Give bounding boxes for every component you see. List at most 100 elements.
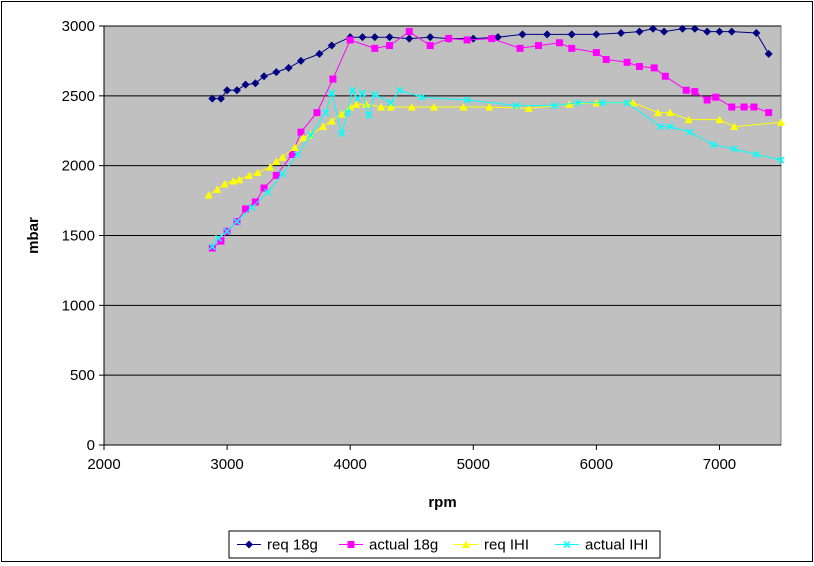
data-point <box>469 34 478 43</box>
data-point <box>346 36 354 44</box>
data-point <box>623 99 631 107</box>
data-point <box>253 168 262 177</box>
data-point <box>623 58 631 66</box>
data-point <box>703 96 711 104</box>
data-point <box>358 33 367 42</box>
legend-item-3: actual IHI <box>555 537 648 554</box>
data-point <box>715 27 724 36</box>
data-point <box>328 89 336 97</box>
data-point <box>691 88 699 96</box>
data-point <box>426 33 435 42</box>
data-point <box>635 27 644 36</box>
axes-layer: 0 500 1000 1500 2000 2500 3000 2000 3000 4000 5000… <box>62 18 781 473</box>
data-point <box>362 100 371 108</box>
data-point <box>661 72 669 80</box>
y-axis-label: mbar <box>25 217 42 254</box>
data-point <box>327 116 336 125</box>
data-point <box>229 177 238 185</box>
series-layer <box>204 24 785 252</box>
legend-label: actual 18g <box>369 537 438 554</box>
data-point <box>555 39 563 47</box>
data-point <box>216 94 225 103</box>
data-point <box>512 102 520 110</box>
data-point <box>327 41 336 50</box>
data-point <box>728 103 736 111</box>
data-point <box>666 108 675 117</box>
data-point <box>208 243 216 251</box>
data-point <box>352 100 361 108</box>
data-point <box>208 94 217 103</box>
series-3 <box>208 86 785 251</box>
series-line <box>211 88 782 247</box>
y-tick-label: 2500 <box>62 88 95 105</box>
data-point <box>365 111 373 119</box>
data-point <box>405 34 414 43</box>
data-point <box>288 150 296 158</box>
data-point <box>518 30 527 39</box>
data-point <box>315 49 324 58</box>
data-point <box>727 27 736 36</box>
data-point <box>297 128 305 136</box>
y-tick-label: 500 <box>70 367 95 384</box>
data-point <box>777 156 785 164</box>
data-point <box>426 42 434 50</box>
data-point <box>260 184 268 192</box>
data-point <box>299 133 308 142</box>
data-point <box>730 145 738 153</box>
legend-label: actual IHI <box>585 537 648 554</box>
data-point <box>376 103 385 111</box>
data-point <box>208 244 216 252</box>
data-point <box>214 234 223 242</box>
legend-marker <box>462 540 470 548</box>
data-point <box>592 49 600 57</box>
legend-marker <box>245 540 253 549</box>
y-tick-label: 1500 <box>62 228 95 245</box>
data-point <box>387 99 395 107</box>
data-point <box>715 115 724 124</box>
data-point <box>616 28 625 37</box>
data-point <box>204 190 213 199</box>
data-point <box>635 63 643 71</box>
x-tick-label: 3000 <box>210 456 243 473</box>
data-point <box>550 102 559 110</box>
legend: req 18g actual 18g req IHI actual IHI <box>228 530 661 559</box>
data-point <box>712 93 720 101</box>
data-point <box>293 150 301 159</box>
data-point <box>223 86 232 95</box>
data-point <box>251 198 259 206</box>
data-point <box>568 44 576 52</box>
data-point <box>313 109 321 117</box>
data-point <box>429 103 438 111</box>
data-point <box>354 95 362 103</box>
data-point <box>248 204 256 212</box>
y-tick-label: 1000 <box>62 297 95 314</box>
data-point <box>764 49 773 58</box>
data-point <box>488 35 496 43</box>
data-point <box>459 103 468 111</box>
data-point <box>284 63 293 72</box>
data-point <box>264 188 272 196</box>
data-point <box>752 28 761 37</box>
legend-box <box>228 530 661 559</box>
data-point <box>223 227 231 235</box>
legend-label: req IHI <box>484 537 529 554</box>
legend-marker <box>563 540 571 549</box>
data-point <box>703 27 712 36</box>
data-point <box>319 122 328 131</box>
y-tick-label: 2000 <box>62 158 95 175</box>
data-point <box>241 80 250 89</box>
data-point <box>567 30 576 39</box>
data-point <box>213 185 222 193</box>
data-point <box>524 104 533 112</box>
data-point <box>371 44 379 52</box>
data-point <box>272 157 281 165</box>
data-point <box>322 109 330 117</box>
data-point <box>242 205 250 213</box>
data-point <box>574 99 582 107</box>
legend-item-0: req 18g <box>237 537 318 554</box>
data-point <box>245 171 254 179</box>
data-point <box>386 42 394 50</box>
data-point <box>629 98 638 107</box>
data-point <box>686 128 694 136</box>
